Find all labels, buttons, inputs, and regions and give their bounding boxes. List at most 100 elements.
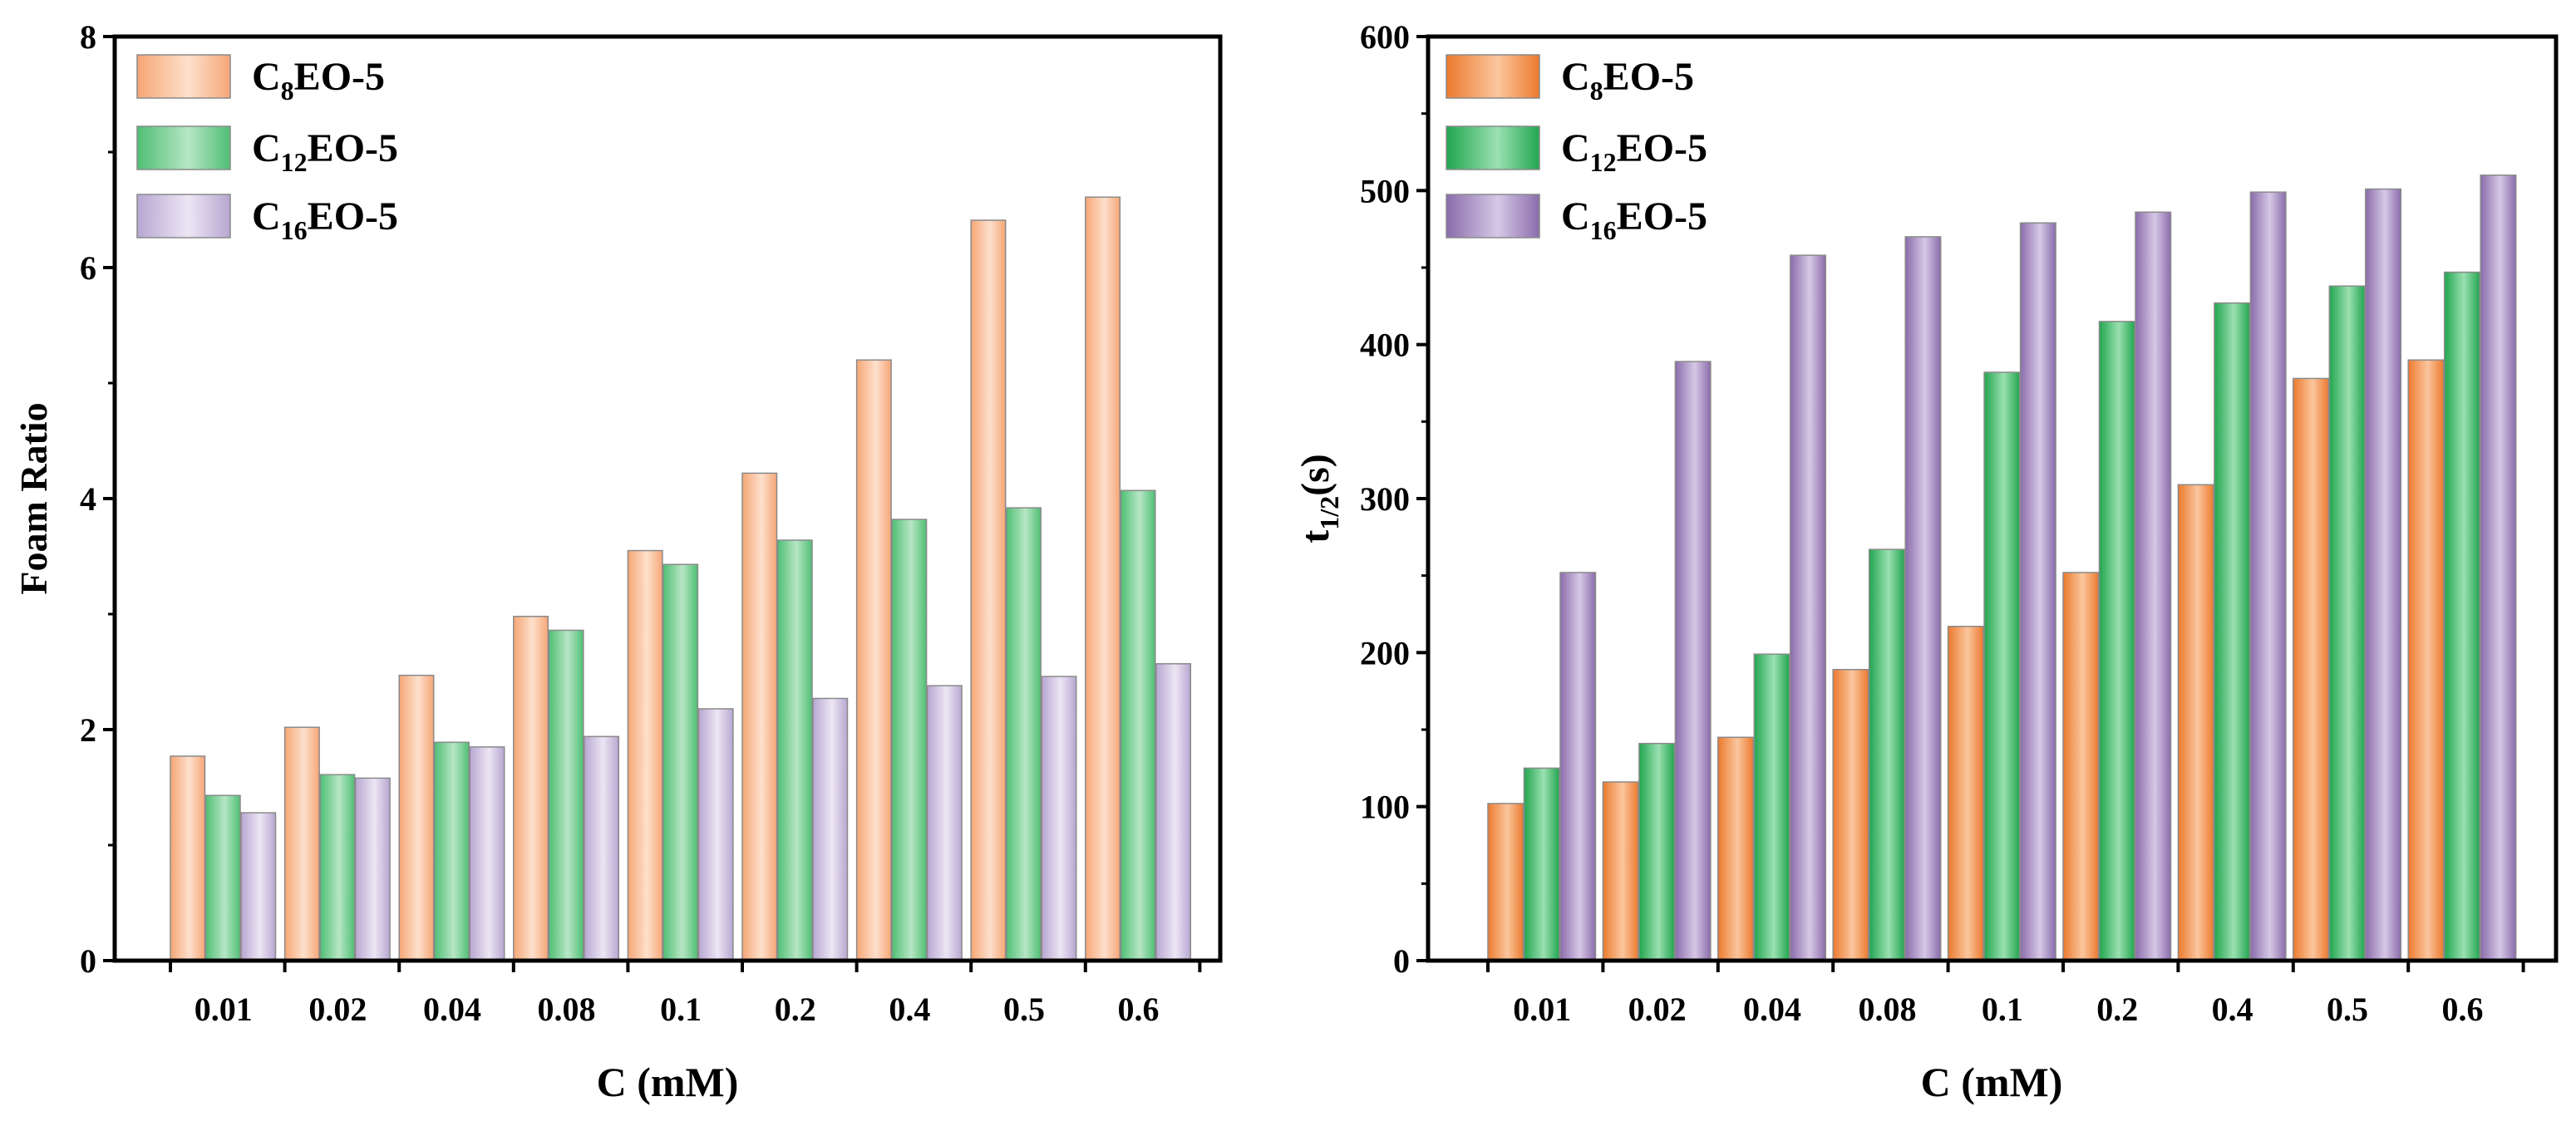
bar-C16EO-5-0.04 bbox=[1790, 254, 1827, 961]
bar-C8EO-5-0.5 bbox=[2293, 377, 2330, 961]
bar-C16EO-5-0.4 bbox=[926, 685, 963, 961]
legend-label-base: C bbox=[252, 126, 281, 170]
legend-swatch bbox=[136, 125, 231, 170]
legend-label: C12EO-5 bbox=[252, 126, 398, 177]
y-axis-ticks: 0 2 4 6 8 bbox=[80, 18, 115, 980]
x-tick-label: 0.08 bbox=[1858, 991, 1916, 1028]
bar-C8EO-5-0.04 bbox=[398, 674, 435, 961]
bar-C16EO-5-0.02 bbox=[354, 777, 391, 961]
bar-C12EO-5-0.4 bbox=[2214, 302, 2251, 961]
bar-C8EO-5-0.5 bbox=[970, 219, 1007, 961]
x-tick-label: 0.1 bbox=[1982, 991, 2023, 1028]
y-tick-label: 100 bbox=[1360, 789, 1410, 826]
y-axis-label: t1/2(s) bbox=[1293, 454, 1344, 543]
bar-C12EO-5-0.01 bbox=[204, 794, 241, 961]
y-tick-label: 6 bbox=[80, 249, 96, 287]
bar-C8EO-5-0.02 bbox=[1602, 781, 1639, 961]
y-tick-label: 400 bbox=[1360, 327, 1410, 364]
x-tick-label: 0.01 bbox=[195, 991, 253, 1028]
legend-label-base: C bbox=[252, 55, 281, 99]
y-tick-label: 0 bbox=[1393, 942, 1410, 980]
bar-C12EO-5-0.08 bbox=[548, 629, 584, 961]
foam-ratio-bars bbox=[170, 196, 1192, 961]
bar-C16EO-5-0.6 bbox=[1155, 663, 1192, 961]
foam-ratio-chart: 0 2 4 6 8 0.01 0.02 0.04 0.08 0.1 0.2 0.4 0.5 0.6 Fo… bbox=[12, 18, 1223, 1105]
bar-C12EO-5-0.01 bbox=[1523, 767, 1560, 961]
legend-label: C8EO-5 bbox=[252, 55, 385, 106]
legend-label-sub: 8 bbox=[1590, 76, 1603, 106]
y-axis-label: Foam Ratio bbox=[12, 402, 55, 594]
x-tick-label: 0.2 bbox=[775, 991, 816, 1028]
legend-swatch bbox=[1446, 194, 1540, 238]
legend-label-base: C bbox=[1561, 55, 1590, 99]
legend-label: C12EO-5 bbox=[1561, 126, 1707, 177]
bar-C12EO-5-0.02 bbox=[1638, 742, 1676, 961]
y-tick-label: 300 bbox=[1360, 480, 1410, 518]
bar-C8EO-5-0.08 bbox=[1832, 668, 1869, 961]
legend-swatch bbox=[136, 194, 231, 238]
bar-C16EO-5-0.1 bbox=[2019, 222, 2056, 961]
bar-C12EO-5-0.08 bbox=[1868, 548, 1905, 961]
bar-C12EO-5-0.2 bbox=[776, 539, 813, 961]
bar-C16EO-5-0.4 bbox=[2249, 191, 2287, 961]
legend-label-base: C bbox=[1561, 194, 1590, 238]
bar-C16EO-5-0.01 bbox=[240, 812, 277, 961]
x-tick-label: 0.4 bbox=[889, 991, 930, 1028]
x-tick-label: 0.2 bbox=[2096, 991, 2138, 1028]
y-axis-label-sub: 1/2 bbox=[1314, 496, 1344, 530]
x-tick-label: 0.02 bbox=[1628, 991, 1687, 1028]
legend-label-sub: 16 bbox=[1590, 215, 1617, 245]
bar-C16EO-5-0.2 bbox=[812, 697, 849, 961]
bar-C12EO-5-0.1 bbox=[1983, 371, 2021, 961]
x-tick-label: 0.04 bbox=[1743, 991, 1801, 1028]
x-axis-label: C (mM) bbox=[1921, 1059, 2063, 1105]
legend-label: C8EO-5 bbox=[1561, 55, 1694, 106]
bar-C16EO-5-0.04 bbox=[469, 746, 505, 961]
bar-C8EO-5-0.2 bbox=[2062, 572, 2100, 961]
y-tick-label: 8 bbox=[80, 18, 96, 56]
y-axis-ticks: 0 100 200 300 400 500 600 bbox=[1360, 18, 1428, 980]
bar-C16EO-5-0.2 bbox=[2135, 211, 2172, 961]
bar-C12EO-5-0.04 bbox=[433, 741, 470, 961]
bar-C8EO-5-0.6 bbox=[2407, 359, 2445, 961]
bar-C16EO-5-0.5 bbox=[2365, 188, 2402, 961]
x-tick-label: 0.01 bbox=[1513, 991, 1571, 1028]
bar-C16EO-5-0.08 bbox=[584, 735, 620, 961]
bar-C12EO-5-0.4 bbox=[891, 519, 928, 961]
y-tick-label: 2 bbox=[80, 711, 96, 749]
bar-C16EO-5-0.01 bbox=[1559, 572, 1597, 961]
bar-C12EO-5-0.2 bbox=[2098, 321, 2135, 961]
y-tick-label: 600 bbox=[1360, 18, 1410, 56]
y-axis-label-suffix: (s) bbox=[1293, 454, 1337, 496]
bar-C16EO-5-0.02 bbox=[1674, 361, 1712, 961]
bar-C12EO-5-0.6 bbox=[1120, 489, 1156, 961]
y-axis-label-base: t bbox=[1293, 530, 1337, 543]
y-tick-label: 500 bbox=[1360, 172, 1410, 209]
legend-label-sub: 12 bbox=[281, 147, 308, 177]
x-tick-label: 0.4 bbox=[2212, 991, 2253, 1028]
bar-C8EO-5-0.08 bbox=[513, 616, 549, 961]
legend-label: C16EO-5 bbox=[1561, 194, 1707, 245]
legend-label-suffix: EO-5 bbox=[1617, 126, 1707, 170]
x-tick-label: 0.5 bbox=[2327, 991, 2368, 1028]
legend-swatch bbox=[1446, 125, 1540, 170]
bar-C8EO-5-0.4 bbox=[855, 359, 892, 961]
bar-C12EO-5-0.1 bbox=[662, 563, 699, 961]
bar-C8EO-5-0.04 bbox=[1717, 736, 1755, 961]
x-axis-label: C (mM) bbox=[597, 1059, 739, 1105]
x-tick-label: 0.6 bbox=[1118, 991, 1160, 1028]
bar-C12EO-5-0.04 bbox=[1753, 653, 1790, 961]
y-tick-label: 0 bbox=[80, 942, 96, 980]
x-tick-label: 0.6 bbox=[2441, 991, 2483, 1028]
legend-label-sub: 16 bbox=[281, 215, 308, 245]
bar-C8EO-5-0.01 bbox=[1487, 803, 1524, 961]
legend-label-suffix: EO-5 bbox=[308, 194, 398, 238]
x-tick-label: 0.5 bbox=[1003, 991, 1045, 1028]
bar-C16EO-5-0.08 bbox=[1904, 236, 1942, 961]
bar-C12EO-5-0.5 bbox=[2328, 285, 2366, 961]
bar-C8EO-5-0.4 bbox=[2177, 484, 2214, 961]
x-axis-ticks: 0.01 0.02 0.04 0.08 0.1 0.2 0.4 0.5 0.6 bbox=[169, 961, 1202, 1028]
bar-C16EO-5-0.6 bbox=[2480, 175, 2517, 961]
